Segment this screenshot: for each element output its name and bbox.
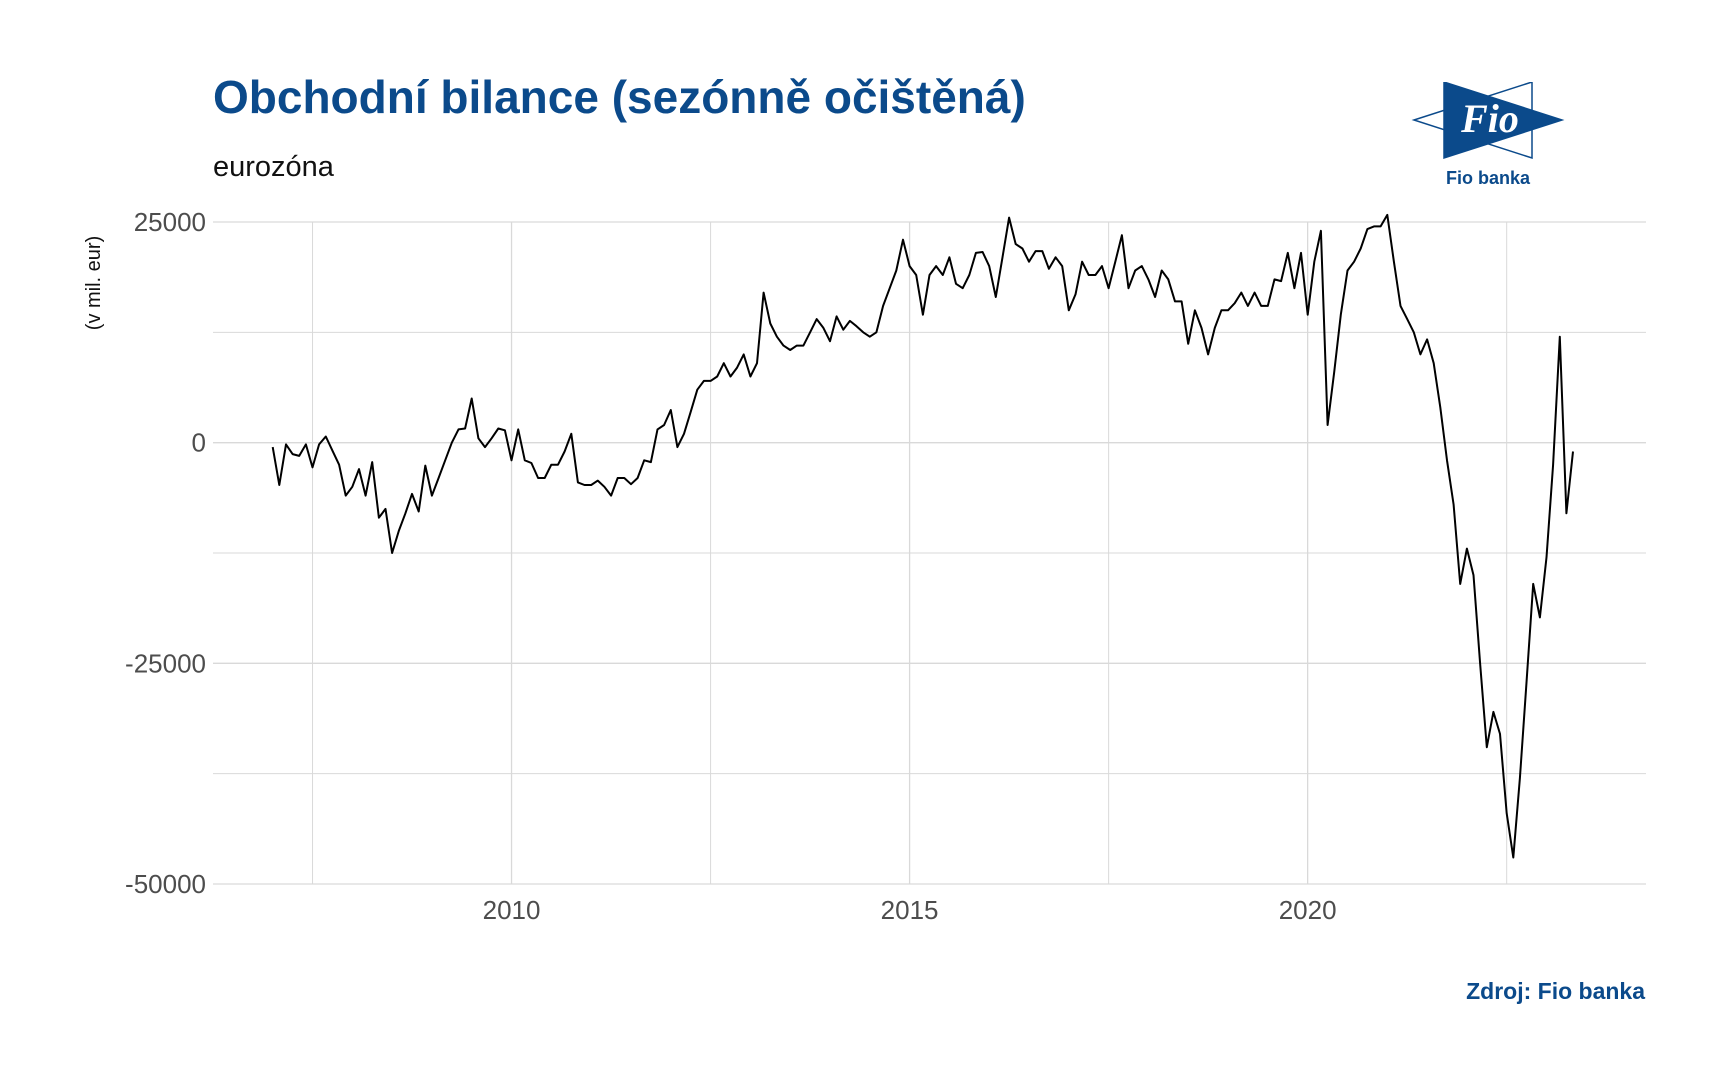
minor-gridlines (213, 222, 1646, 884)
x-tick-label: 2010 (483, 895, 541, 925)
x-axis-tick-labels: 2010 2015 2020 (483, 895, 1337, 925)
fio-banka-logo: Fio Fio banka (1408, 80, 1568, 192)
x-tick-label: 2015 (881, 895, 939, 925)
y-tick-label: -25000 (125, 648, 206, 678)
trade-balance-line (271, 213, 1574, 859)
major-gridlines (213, 221, 1646, 885)
y-tick-label: -50000 (125, 869, 206, 899)
fio-logo-icon: Fio (1411, 80, 1565, 160)
y-axis-title: (v mil. eur) (83, 236, 105, 330)
y-tick-label: 25000 (134, 207, 206, 237)
y-axis-tick-labels: -50000 -25000 0 25000 (125, 207, 206, 899)
y-tick-label: 0 (192, 428, 206, 458)
source-note: Zdroj: Fio banka (1466, 978, 1645, 1004)
x-tick-label: 2020 (1279, 895, 1337, 925)
chart-title: Obchodní bilance (sezónně očištěná) (213, 71, 1026, 123)
chart-subtitle: eurozóna (213, 151, 334, 183)
fio-logo-wordmark: Fio (1460, 96, 1519, 141)
logo-caption: Fio banka (1445, 168, 1530, 188)
